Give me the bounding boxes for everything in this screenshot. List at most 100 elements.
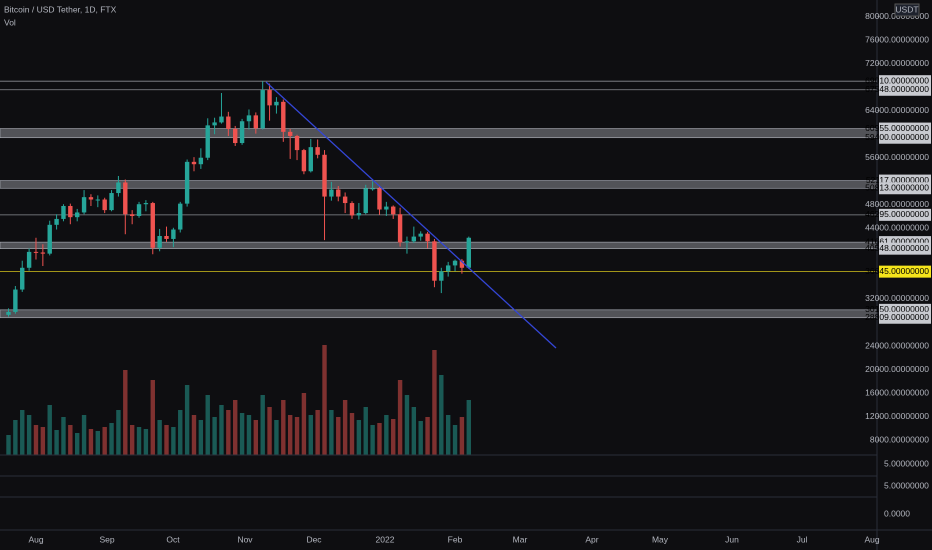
volume-bar	[191, 415, 197, 455]
volume-bar	[143, 429, 149, 455]
volume-bar	[418, 421, 423, 455]
zone-bottom-badge	[879, 182, 931, 195]
volume-bar	[274, 420, 279, 455]
volume-bar	[466, 400, 471, 455]
candle-body	[136, 204, 142, 216]
volume-bar	[226, 410, 231, 455]
volume-bar	[33, 425, 39, 455]
candle-body	[184, 161, 190, 204]
candle-body	[171, 229, 176, 239]
volume-bar	[129, 425, 135, 455]
y-tick-label: 20000.00000000	[865, 364, 929, 374]
candle-body	[267, 90, 272, 106]
candle-body	[40, 252, 46, 254]
last-price-badge	[879, 265, 931, 278]
candle-body	[102, 199, 107, 211]
candle-body	[301, 150, 307, 172]
candle-body	[33, 251, 39, 253]
trend-line	[265, 81, 557, 349]
candle-body	[384, 206, 389, 210]
candle-body	[377, 188, 382, 210]
zone	[0, 241, 878, 249]
volume-bar	[61, 417, 66, 455]
volume-bar	[267, 407, 272, 455]
volume-bar	[198, 420, 204, 455]
candle-body	[287, 131, 293, 136]
zone	[0, 128, 878, 139]
volume-bar	[439, 375, 444, 455]
candle-body	[397, 214, 403, 243]
y-tick-label: 76000.00000000	[865, 34, 929, 44]
candle-body	[205, 125, 210, 158]
y-tick-label: 32000.00000000	[865, 293, 929, 303]
volume-bars	[6, 345, 471, 455]
level-label: 67548.00000000	[865, 84, 929, 94]
volume-bar	[287, 415, 293, 455]
candle-body	[61, 205, 66, 219]
candle-body	[315, 147, 320, 155]
pane-label: 5.00000000	[884, 458, 929, 468]
x-tick-label: Jul	[797, 534, 808, 544]
volume-bar	[253, 420, 259, 455]
candle-body	[157, 236, 162, 248]
candle-body	[239, 121, 245, 144]
y-tick-label: 48000.00000000	[865, 199, 929, 209]
volume-bar	[459, 417, 465, 455]
last-price-label: 36645.00000000	[865, 266, 929, 276]
currency-badge[interactable]	[894, 3, 920, 17]
volume-bar	[212, 417, 217, 455]
candle-body	[370, 188, 375, 190]
volume-bar	[397, 380, 403, 455]
volume-bar	[26, 415, 32, 455]
volume-bar	[445, 415, 451, 455]
candle-body	[404, 241, 410, 243]
volume-bar	[205, 395, 210, 455]
candle-body	[452, 260, 458, 266]
y-tick-label: 44000.00000000	[865, 223, 929, 233]
candle-body	[466, 237, 471, 268]
volume-bar	[171, 427, 176, 455]
candle-body	[322, 154, 327, 197]
candle-body	[439, 271, 444, 281]
zone-top-label: 60955.00000000	[865, 123, 929, 133]
volume-bar	[377, 423, 382, 455]
y-tick-label: 12000.00000000	[865, 411, 929, 421]
candle-body	[281, 101, 286, 132]
volume-bar	[370, 425, 375, 455]
candle-body	[356, 213, 362, 216]
volume-bar	[239, 413, 245, 455]
x-tick-label: Sep	[99, 534, 114, 544]
candle-body	[233, 128, 238, 144]
candle-body	[342, 196, 348, 204]
volume-bar	[308, 415, 313, 455]
candle-body	[274, 101, 279, 106]
zone-bottom-label: 28809.00000000	[865, 312, 929, 322]
volume-bar	[425, 417, 430, 455]
x-tick-label: May	[652, 534, 669, 544]
volume-bar	[349, 413, 355, 455]
candle-body	[219, 116, 224, 123]
volume-bar	[384, 415, 389, 455]
volume-bar	[184, 385, 190, 455]
volume-bar	[219, 405, 224, 455]
zone-bottom-label: 59400.00000000	[865, 132, 929, 142]
candle-body	[68, 205, 73, 218]
y-tick-label: 24000.00000000	[865, 340, 929, 350]
candle-body	[123, 182, 128, 215]
volume-bar	[178, 410, 183, 455]
volume-bar	[452, 425, 458, 455]
y-tick-label: 56000.00000000	[865, 152, 929, 162]
candle-body	[391, 206, 396, 215]
volume-bar	[116, 410, 121, 455]
candle-body	[26, 251, 32, 268]
currency-label[interactable]: USDT	[895, 4, 918, 14]
candle-body	[150, 203, 155, 248]
candle-body	[432, 241, 437, 281]
price-axis: 80000.0000000076000.0000000072000.000000…	[865, 11, 931, 444]
y-tick-label: 8000.00000000	[870, 434, 929, 444]
volume-bar	[123, 370, 128, 455]
candle-body	[329, 189, 334, 197]
x-tick-label: Aug	[28, 534, 43, 544]
zone-bottom-badge	[879, 242, 931, 255]
volume-bar	[294, 417, 300, 455]
